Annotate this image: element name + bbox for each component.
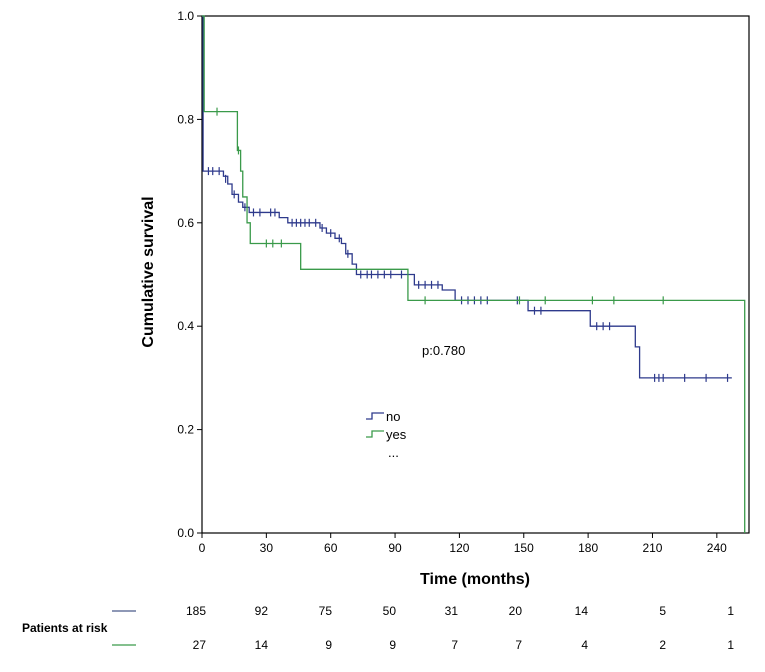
series-yes (202, 15, 746, 533)
risk-count: 14 (255, 638, 269, 652)
x-tick-label: 210 (642, 541, 662, 555)
legend-label: no (386, 409, 400, 424)
risk-count: 50 (383, 604, 397, 618)
y-tick-label: 0.8 (177, 112, 194, 126)
risk-count: 92 (255, 604, 269, 618)
risk-count: 5 (659, 604, 666, 618)
y-tick-label: 1.0 (177, 9, 194, 23)
risk-count: 1 (727, 604, 734, 618)
x-tick-label: 180 (578, 541, 598, 555)
x-tick-label: 30 (260, 541, 274, 555)
risk-count: 31 (445, 604, 459, 618)
p-value-annotation: p:0.780 (422, 343, 465, 358)
x-tick-label: 0 (199, 541, 206, 555)
series-layer (202, 15, 746, 533)
legend-swatch-yes (366, 430, 384, 438)
risk-count: 185 (186, 604, 206, 618)
risk-table-title: Patients at risk (22, 621, 108, 635)
legend: no yes... (366, 409, 407, 460)
y-axis: 0.0 0.2 0.4 0.6 0.8 1.0 (177, 9, 202, 540)
x-tick-label: 150 (514, 541, 534, 555)
risk-count: 9 (325, 638, 332, 652)
y-axis-title: Cumulative survival (140, 196, 157, 347)
survival-curve-no (202, 15, 732, 379)
risk-count: 9 (389, 638, 396, 652)
risk-count: 7 (451, 638, 458, 652)
legend-label: yes (386, 427, 407, 442)
y-tick-label: 0.2 (177, 423, 194, 437)
risk-count: 75 (319, 604, 333, 618)
x-tick-label: 90 (388, 541, 402, 555)
x-axis: 0 30 60 90 120 150 180 210 240 (199, 533, 727, 555)
risk-count: 27 (193, 638, 207, 652)
y-tick-label: 0.6 (177, 216, 194, 230)
risk-count: 2 (659, 638, 666, 652)
x-tick-label: 60 (324, 541, 338, 555)
legend-swatch-no (366, 412, 384, 420)
y-tick-label: 0.0 (177, 526, 194, 540)
risk-table: Patients at risk 185 92 75 50 31 20 14 5 127 14 9 9… (22, 604, 734, 652)
x-tick-label: 240 (707, 541, 727, 555)
x-axis-title: Time (months) (420, 571, 530, 588)
risk-count: 14 (575, 604, 589, 618)
risk-count: 20 (509, 604, 523, 618)
risk-count: 4 (581, 638, 588, 652)
risk-count: 1 (727, 638, 734, 652)
risk-count: 7 (515, 638, 522, 652)
x-tick-label: 120 (449, 541, 469, 555)
y-tick-label: 0.4 (177, 319, 194, 333)
survival-curve-yes (202, 15, 746, 533)
legend-label: ... (388, 445, 399, 460)
series-no (202, 15, 732, 382)
plot-frame (201, 15, 750, 534)
